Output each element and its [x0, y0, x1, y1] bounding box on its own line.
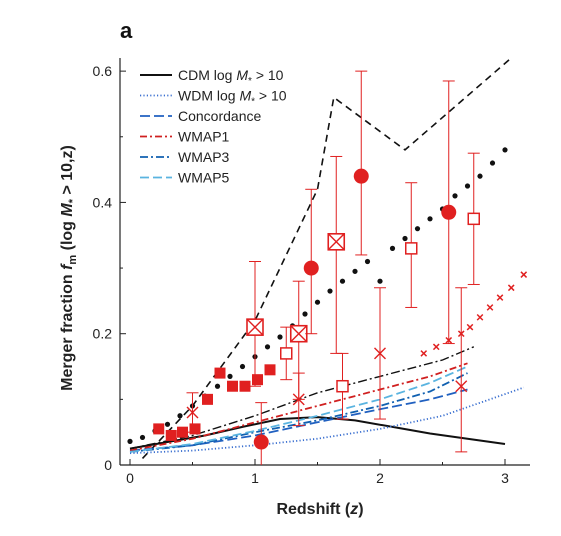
- filled-square-point: [153, 423, 165, 435]
- red-x-point: [186, 406, 199, 419]
- boxed-x-stroke: [290, 325, 308, 343]
- red-x-point: [374, 347, 386, 360]
- red-x-marker-stroke: [420, 350, 428, 357]
- red-x-marker-stroke: [432, 343, 440, 351]
- red-x-point-stroke: [374, 347, 386, 360]
- y-tick-label: 0.4: [93, 194, 113, 210]
- dotted-prediction-point: [164, 421, 171, 427]
- dotted-prediction-point: [352, 268, 358, 274]
- red-x-point-stroke: [455, 380, 468, 393]
- red-x-marker: [496, 294, 504, 301]
- red-x-marker: [420, 350, 428, 357]
- red-x-marker-stroke: [466, 323, 474, 331]
- dotted-prediction-point: [177, 413, 183, 419]
- dotted-prediction-point: [364, 258, 371, 265]
- red-x-marker-stroke: [507, 284, 515, 292]
- dotted-prediction-point: [452, 193, 458, 199]
- red-x-marker: [432, 343, 440, 351]
- open-square-point: [467, 212, 480, 226]
- y-axis-label: Merger fraction fm (log M* > 10,z): [59, 145, 79, 391]
- red-x-marker-stroke: [520, 271, 528, 278]
- red-x-marker: [476, 313, 484, 321]
- filled-square-point: [165, 429, 177, 441]
- filled-circle-point: [353, 168, 369, 184]
- series-line-2: [129, 388, 468, 452]
- dotted-prediction-point: [402, 235, 408, 242]
- dotted-prediction-point: [377, 278, 383, 284]
- filled-square-point: [189, 423, 201, 435]
- red-x-point: [455, 380, 468, 393]
- dotted-prediction-point: [239, 363, 246, 370]
- dotted-prediction-point: [314, 299, 321, 305]
- model-line-dash-dot-black: [129, 346, 475, 450]
- x-tick-label: 2: [376, 470, 384, 486]
- boxed-x-stroke: [327, 233, 345, 251]
- x-tick-label: 3: [501, 470, 509, 486]
- x-tick-label: 1: [251, 470, 259, 486]
- red-x-point-stroke: [186, 406, 199, 419]
- filled-square-point: [214, 367, 226, 379]
- filled-circle-point: [303, 260, 319, 276]
- red-x-marker: [466, 323, 474, 331]
- plot-clipped: [127, 57, 528, 465]
- dotted-prediction-point: [214, 383, 221, 389]
- legend-label-3: WMAP1: [178, 129, 230, 145]
- red-x-marker: [486, 304, 494, 311]
- red-x-marker-stroke: [476, 313, 484, 321]
- y-tick-label: 0.2: [93, 326, 113, 342]
- filled-circle-point: [253, 434, 269, 450]
- dotted-prediction-point: [127, 438, 133, 444]
- filled-square-point: [227, 380, 238, 392]
- dotted-prediction-point: [427, 216, 433, 222]
- open-square-point: [405, 242, 418, 255]
- dotted-prediction-point: [339, 278, 346, 284]
- dotted-prediction-point: [302, 311, 308, 317]
- dotted-prediction-point: [502, 147, 508, 153]
- filled-square-point: [264, 364, 276, 376]
- red-x-marker: [507, 284, 515, 292]
- series-line-4: [129, 372, 468, 453]
- dotted-prediction-point: [489, 160, 496, 166]
- legend-label-0: CDM log M* > 10: [178, 67, 284, 87]
- filled-circle-point: [441, 204, 457, 220]
- dotted-prediction-point: [477, 173, 483, 179]
- y-tick-label: 0.6: [93, 63, 113, 79]
- x-axis-label: Redshift (z): [276, 501, 363, 518]
- y-tick-label: 0: [104, 457, 112, 473]
- boxed-x-stroke: [246, 318, 264, 336]
- dotted-prediction-point: [227, 373, 233, 379]
- dotted-prediction-point: [414, 226, 421, 232]
- filled-square-point: [252, 374, 263, 386]
- x-tick-label: 0: [126, 470, 134, 486]
- filled-square-point: [239, 380, 251, 392]
- panel-label: a: [120, 18, 133, 43]
- open-square-point: [336, 379, 349, 393]
- open-square-point: [280, 347, 293, 360]
- legend-label-2: Concordance: [178, 108, 261, 124]
- dotted-prediction-point: [327, 288, 333, 294]
- dotted-prediction-point: [277, 334, 283, 340]
- filled-square-point: [202, 393, 213, 405]
- legend-label-1: WDM log M* > 10: [178, 88, 287, 108]
- dotted-prediction-point: [464, 183, 471, 189]
- dotted-prediction-point: [264, 344, 271, 350]
- series-line-0: [129, 416, 506, 450]
- legend-label-4: WMAP3: [178, 149, 230, 165]
- dotted-prediction-point: [139, 434, 146, 441]
- red-x-marker-stroke: [496, 294, 504, 301]
- red-x-marker-stroke: [486, 304, 494, 311]
- series-line-3: [129, 362, 468, 452]
- legend-label-5: WMAP5: [178, 170, 230, 186]
- red-x-marker: [520, 271, 528, 278]
- filled-square-point: [177, 426, 188, 438]
- dotted-prediction-point: [389, 245, 396, 251]
